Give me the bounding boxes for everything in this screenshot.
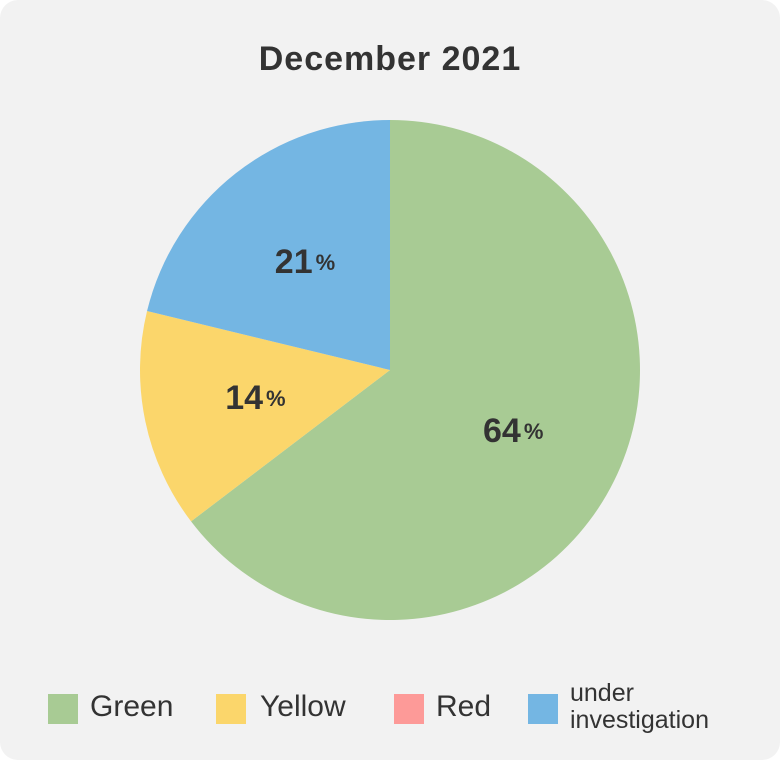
- pie-slice-green: [191, 120, 640, 620]
- legend-label-line1: under: [570, 679, 634, 707]
- legend-label-red: Red: [436, 690, 492, 723]
- pie-chart: 64 % 14 % 21%: [140, 120, 640, 620]
- legend-label-yellow: Yellow: [260, 690, 346, 723]
- pie-labels: 64 % 14 % 21%: [225, 243, 543, 450]
- chart-title: December 2021: [258, 40, 522, 78]
- legend: Green Yellow Red under investigation: [0, 680, 780, 740]
- legend-swatch-red: [394, 694, 424, 724]
- pie-slice-under-investigation: [147, 120, 390, 370]
- legend-swatch-under-investigation: [528, 694, 558, 724]
- legend-label-green: Green: [90, 690, 174, 723]
- legend-label-under-investigation: under investigation: [570, 680, 770, 734]
- pie-label-yellow: 14%: [225, 379, 285, 417]
- pie-slice-yellow: [140, 311, 390, 522]
- legend-swatch-yellow: [216, 694, 246, 724]
- legend-swatch-green: [48, 694, 78, 724]
- pie-label-green: 64%: [483, 412, 543, 450]
- legend-label-line2: investigation: [570, 706, 709, 734]
- pie-slices: [140, 120, 640, 620]
- pie-label-under-investigation: 21%: [275, 243, 335, 281]
